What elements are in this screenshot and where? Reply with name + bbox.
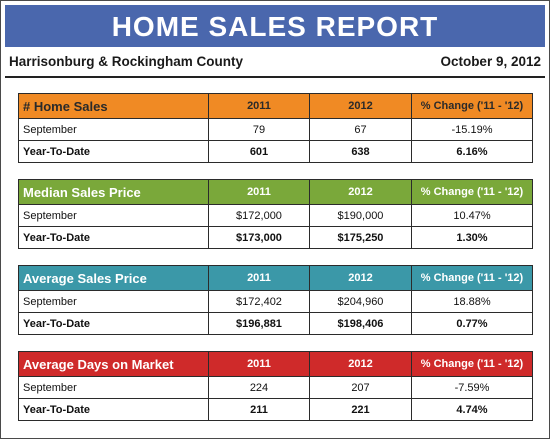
percent-change: 18.88% bbox=[411, 290, 533, 313]
average-days-on-market-table: Average Days on Market 2011 2012 % Chang… bbox=[18, 351, 533, 421]
table-row: September $172,402 $204,960 18.88% bbox=[18, 290, 533, 313]
table-row: Year-To-Date $196,881 $198,406 0.77% bbox=[18, 312, 533, 335]
row-label: Year-To-Date bbox=[18, 226, 209, 249]
table-header-row: Median Sales Price 2011 2012 % Change ('… bbox=[18, 179, 533, 205]
table-row: Year-To-Date 601 638 6.16% bbox=[18, 140, 533, 163]
value-2011: $172,000 bbox=[208, 204, 310, 227]
row-label: Year-To-Date bbox=[18, 398, 209, 421]
percent-change: 0.77% bbox=[411, 312, 533, 335]
percent-change: 6.16% bbox=[411, 140, 533, 163]
value-2011: 79 bbox=[208, 118, 310, 141]
table-row: September 224 207 -7.59% bbox=[18, 376, 533, 399]
year-2012-header: 2012 bbox=[309, 351, 412, 377]
value-2011: $172,402 bbox=[208, 290, 310, 313]
value-2011: 601 bbox=[208, 140, 310, 163]
region-label: Harrisonburg & Rockingham County bbox=[9, 54, 244, 69]
row-label: Year-To-Date bbox=[18, 140, 209, 163]
percent-change: -15.19% bbox=[411, 118, 533, 141]
row-label: Year-To-Date bbox=[18, 312, 209, 335]
year-2012-header: 2012 bbox=[309, 179, 412, 205]
table-header-row: Average Days on Market 2011 2012 % Chang… bbox=[18, 351, 533, 377]
median-sales-price-table: Median Sales Price 2011 2012 % Change ('… bbox=[18, 179, 533, 249]
percent-change: 10.47% bbox=[411, 204, 533, 227]
table-header-row: Average Sales Price 2011 2012 % Change (… bbox=[18, 265, 533, 291]
report-subheader: Harrisonburg & Rockingham County October… bbox=[5, 50, 545, 78]
value-2011: $196,881 bbox=[208, 312, 310, 335]
home-sales-table: # Home Sales 2011 2012 % Change ('11 - '… bbox=[18, 93, 533, 163]
year-2011-header: 2011 bbox=[208, 351, 310, 377]
table-header-row: # Home Sales 2011 2012 % Change ('11 - '… bbox=[18, 93, 533, 119]
percent-change-header: % Change ('11 - '12) bbox=[411, 93, 533, 119]
table-row: Year-To-Date $173,000 $175,250 1.30% bbox=[18, 226, 533, 249]
year-2011-header: 2011 bbox=[208, 265, 310, 291]
value-2012: 221 bbox=[309, 398, 412, 421]
value-2012: $204,960 bbox=[309, 290, 412, 313]
year-2012-header: 2012 bbox=[309, 265, 412, 291]
value-2012: $190,000 bbox=[309, 204, 412, 227]
value-2011: 211 bbox=[208, 398, 310, 421]
average-sales-price-table: Average Sales Price 2011 2012 % Change (… bbox=[18, 265, 533, 335]
percent-change-header: % Change ('11 - '12) bbox=[411, 351, 533, 377]
row-label: September bbox=[18, 376, 209, 399]
value-2012: 638 bbox=[309, 140, 412, 163]
table-row: September $172,000 $190,000 10.47% bbox=[18, 204, 533, 227]
value-2012: 207 bbox=[309, 376, 412, 399]
report-title: HOME SALES REPORT bbox=[5, 5, 545, 47]
value-2011: $173,000 bbox=[208, 226, 310, 249]
percent-change-header: % Change ('11 - '12) bbox=[411, 265, 533, 291]
metric-header: # Home Sales bbox=[18, 93, 209, 119]
metric-header: Average Days on Market bbox=[18, 351, 209, 377]
value-2012: $198,406 bbox=[309, 312, 412, 335]
year-2011-header: 2011 bbox=[208, 93, 310, 119]
year-2011-header: 2011 bbox=[208, 179, 310, 205]
row-label: September bbox=[18, 290, 209, 313]
value-2012: $175,250 bbox=[309, 226, 412, 249]
row-label: September bbox=[18, 118, 209, 141]
metric-header: Average Sales Price bbox=[18, 265, 209, 291]
percent-change: -7.59% bbox=[411, 376, 533, 399]
report-date: October 9, 2012 bbox=[440, 54, 541, 69]
year-2012-header: 2012 bbox=[309, 93, 412, 119]
table-row: Year-To-Date 211 221 4.74% bbox=[18, 398, 533, 421]
value-2012: 67 bbox=[309, 118, 412, 141]
row-label: September bbox=[18, 204, 209, 227]
table-row: September 79 67 -15.19% bbox=[18, 118, 533, 141]
metric-header: Median Sales Price bbox=[18, 179, 209, 205]
percent-change: 1.30% bbox=[411, 226, 533, 249]
percent-change-header: % Change ('11 - '12) bbox=[411, 179, 533, 205]
value-2011: 224 bbox=[208, 376, 310, 399]
percent-change: 4.74% bbox=[411, 398, 533, 421]
